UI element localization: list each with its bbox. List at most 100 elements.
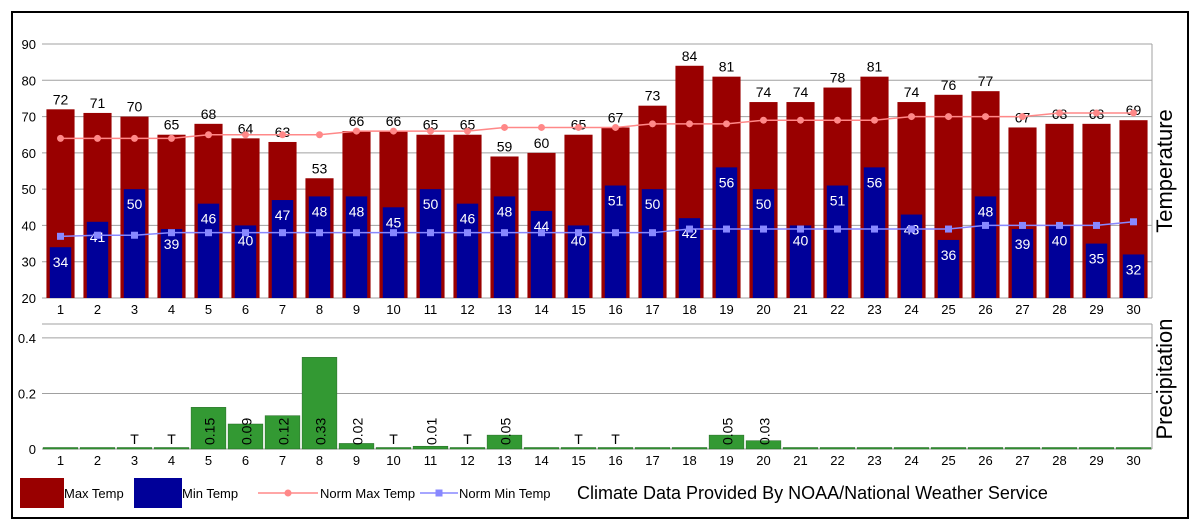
norm-min-point bbox=[427, 229, 434, 237]
min-temp-label: 40 bbox=[571, 232, 587, 248]
min-temp-label: 50 bbox=[756, 196, 772, 212]
precip-xtick-label: 7 bbox=[279, 453, 286, 468]
max-temp-label: 59 bbox=[497, 138, 513, 154]
min-temp-bar bbox=[937, 239, 960, 298]
min-temp-label: 48 bbox=[349, 203, 365, 219]
norm-max-point bbox=[908, 113, 915, 121]
temp-xtick-label: 15 bbox=[571, 302, 585, 317]
precip-xtick-label: 3 bbox=[131, 453, 138, 468]
temp-xtick-label: 13 bbox=[497, 302, 511, 317]
precip-bar bbox=[116, 447, 153, 450]
min-temp-bar bbox=[1048, 225, 1071, 298]
precip-bar bbox=[264, 415, 301, 450]
norm-min-line bbox=[60, 221, 1134, 238]
precip-bar bbox=[486, 434, 523, 450]
precip-value-label: 0.15 bbox=[202, 418, 218, 445]
precip-bar bbox=[597, 447, 634, 450]
min-temp-bar bbox=[826, 185, 849, 298]
precip-value-label: 0.33 bbox=[313, 418, 329, 445]
temp-ytick-label: 60 bbox=[22, 146, 36, 161]
precip-bar bbox=[1041, 447, 1078, 450]
precip-xtick-label: 14 bbox=[534, 453, 548, 468]
precip-bar bbox=[634, 447, 671, 450]
norm-min-point bbox=[686, 225, 693, 233]
max-temp-label: 74 bbox=[793, 84, 809, 100]
min-temp-bar bbox=[789, 225, 812, 298]
min-temp-bar bbox=[974, 196, 997, 298]
precip-xtick-label: 16 bbox=[608, 453, 622, 468]
min-temp-label: 56 bbox=[867, 174, 883, 190]
temp-xtick-label: 24 bbox=[904, 302, 918, 317]
min-temp-label: 47 bbox=[275, 207, 291, 223]
temp-xtick-label: 12 bbox=[460, 302, 474, 317]
norm-min-point bbox=[279, 229, 286, 237]
precip-bar bbox=[671, 447, 708, 450]
max-temp-label: 60 bbox=[534, 135, 550, 151]
norm-max-line bbox=[60, 112, 1134, 140]
min-temp-label: 44 bbox=[534, 218, 550, 234]
precip-bar bbox=[782, 447, 819, 450]
min-temp-label: 45 bbox=[386, 214, 402, 230]
precip-xtick-label: 25 bbox=[941, 453, 955, 468]
norm-max-point bbox=[575, 123, 582, 131]
precip-bar bbox=[79, 447, 116, 450]
min-temp-bar bbox=[1011, 229, 1034, 298]
min-temp-bar bbox=[493, 196, 516, 298]
norm-min-point bbox=[575, 229, 582, 237]
precip-xtick-label: 24 bbox=[904, 453, 918, 468]
norm-max-point bbox=[390, 127, 397, 135]
precip-ytick-label: 0.2 bbox=[18, 386, 36, 401]
norm-min-point bbox=[316, 229, 323, 237]
min-temp-bar bbox=[197, 203, 220, 298]
norm-min-point bbox=[982, 221, 989, 229]
temp-xtick-label: 28 bbox=[1052, 302, 1066, 317]
norm-min-point bbox=[908, 225, 915, 233]
temp-xtick-label: 26 bbox=[978, 302, 992, 317]
precip-xtick-label: 28 bbox=[1052, 453, 1066, 468]
precip-xtick-label: 5 bbox=[205, 453, 212, 468]
min-temp-bar bbox=[49, 247, 72, 298]
norm-max-point bbox=[760, 116, 767, 124]
temperature-axis-title: Temperature bbox=[1152, 109, 1177, 233]
min-temp-bar bbox=[900, 214, 923, 298]
temp-xtick-label: 1 bbox=[57, 302, 64, 317]
min-temp-bar bbox=[678, 218, 701, 298]
temp-xtick-label: 2 bbox=[94, 302, 101, 317]
legend-max-temp-label: Max Temp bbox=[64, 486, 124, 501]
precip-trace-label: T bbox=[463, 431, 472, 447]
norm-max-point bbox=[1056, 109, 1063, 117]
norm-min-point bbox=[242, 229, 249, 237]
norm-max-point bbox=[279, 131, 286, 139]
precip-xtick-label: 22 bbox=[830, 453, 844, 468]
precip-value-label: 0.12 bbox=[276, 418, 292, 445]
min-temp-label: 50 bbox=[423, 196, 439, 212]
precip-bar bbox=[893, 447, 930, 450]
temp-ytick-label: 70 bbox=[22, 110, 36, 125]
precip-trace-label: T bbox=[389, 431, 398, 447]
precipitation-axis-title: Precipitation bbox=[1152, 318, 1177, 439]
min-temp-label: 51 bbox=[830, 193, 846, 209]
temp-xtick-label: 21 bbox=[793, 302, 807, 317]
min-temp-label: 48 bbox=[497, 203, 513, 219]
max-temp-label: 78 bbox=[830, 70, 846, 86]
temp-ytick-label: 50 bbox=[22, 182, 36, 197]
min-temp-label: 40 bbox=[1052, 232, 1068, 248]
min-temp-label: 32 bbox=[1126, 261, 1142, 277]
norm-max-point bbox=[834, 116, 841, 124]
precip-value-label: 0.05 bbox=[498, 418, 514, 445]
precip-xtick-label: 6 bbox=[242, 453, 249, 468]
norm-max-point bbox=[168, 134, 175, 142]
min-temp-label: 39 bbox=[1015, 236, 1031, 252]
max-temp-label: 65 bbox=[423, 117, 439, 133]
min-temp-label: 48 bbox=[312, 203, 328, 219]
precip-bar bbox=[42, 447, 79, 450]
norm-max-point bbox=[94, 134, 101, 142]
precip-bar bbox=[560, 447, 597, 450]
min-temp-bar bbox=[345, 196, 368, 298]
temp-ytick-label: 40 bbox=[22, 218, 36, 233]
norm-max-point bbox=[1093, 109, 1100, 117]
norm-min-point bbox=[205, 229, 212, 237]
min-temp-bar bbox=[1085, 243, 1108, 298]
max-temp-label: 65 bbox=[460, 117, 476, 133]
